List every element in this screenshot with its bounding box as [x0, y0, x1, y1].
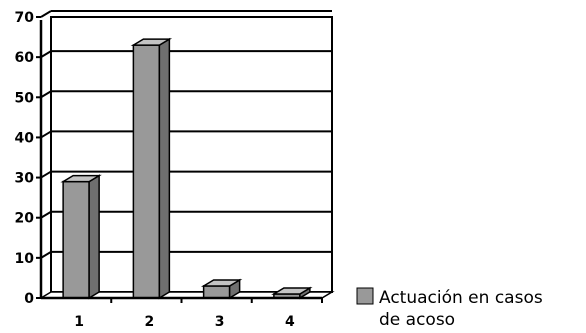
y-tick-labels: 0 10 20 30 40 50 60 70: [15, 10, 35, 307]
legend-label-line-1: Actuación en casos: [379, 288, 543, 308]
y-tick-label: 0: [24, 291, 34, 307]
gridline-diagonal: [40, 90, 52, 99]
y-tick-label: 10: [15, 251, 35, 267]
bar-side-2: [158, 37, 171, 300]
gridline-diagonal: [40, 210, 52, 219]
bar-top-2: [130, 38, 173, 46]
gridline-diagonal: [40, 130, 52, 139]
bar-top-3: [200, 279, 243, 287]
x-tick-label-3: 3: [215, 314, 225, 330]
bar-front-1: [62, 180, 90, 299]
bars: [60, 37, 313, 300]
y-tick-label: 70: [15, 10, 35, 26]
bar-front-3: [202, 285, 231, 299]
legend-swatch: [356, 287, 374, 305]
y-tick-label: 30: [15, 171, 35, 187]
legend: Actuación en casos de acoso: [356, 287, 543, 330]
gridline-diagonal: [40, 170, 52, 179]
gridline-diagonal: [40, 50, 52, 59]
x-tick-label-1: 1: [74, 314, 84, 330]
bar-top-1: [60, 174, 102, 183]
y-tick-label: 60: [15, 50, 35, 66]
bar-top-4: [271, 287, 313, 295]
gridline-diagonal: [40, 250, 52, 259]
gridline-diagonal: [40, 10, 52, 18]
bar-front-2: [132, 44, 161, 299]
x-tick-label-2: 2: [145, 314, 155, 330]
bar-side-1: [88, 174, 100, 300]
axes: [36, 16, 323, 303]
x-tick-labels: 1 2 3 4: [74, 314, 295, 330]
y-tick-label: 40: [15, 130, 35, 146]
legend-label-line-2: de acoso: [379, 310, 455, 330]
y-tick-label: 50: [15, 90, 35, 106]
x-tick-label-4: 4: [285, 314, 295, 330]
y-tick-label: 20: [15, 211, 35, 227]
